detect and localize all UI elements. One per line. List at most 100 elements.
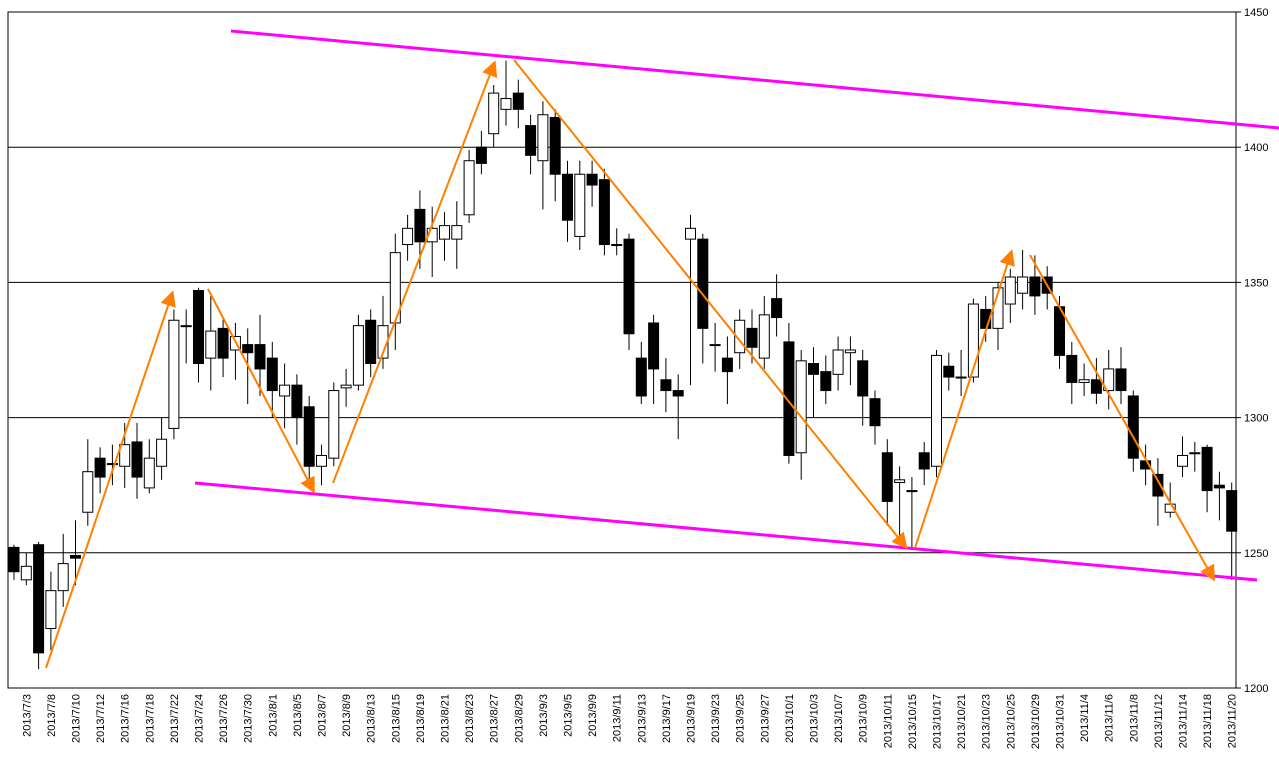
candle-body: [365, 319, 377, 365]
x-tick-label: 2013/11/20: [1227, 694, 1239, 748]
candle-body: [82, 471, 94, 513]
candle-body: [857, 360, 869, 397]
candle-body: [180, 325, 192, 328]
candle-body: [20, 565, 32, 581]
x-tick-label: 2013/8/7: [317, 694, 329, 737]
candle-body: [525, 125, 537, 156]
x-tick-label: 2013/9/3: [538, 694, 550, 737]
x-tick-label: 2013/9/11: [612, 694, 624, 742]
candle-body: [463, 160, 475, 216]
x-tick-label: 2013/11/4: [1079, 694, 1091, 742]
arrow: [1029, 254, 1215, 582]
x-tick-label: 2013/8/27: [489, 694, 501, 743]
x-tick-label: 2013/8/1: [267, 694, 279, 737]
candle-body: [562, 173, 573, 221]
x-tick-label: 2013/10/29: [1030, 694, 1042, 749]
candle-body: [316, 454, 327, 467]
candle-body: [1103, 368, 1115, 392]
candle-body: [1189, 452, 1201, 455]
candle-body: [217, 327, 229, 359]
candle-body: [303, 406, 315, 467]
x-tick-label: 2013/8/29: [513, 694, 525, 743]
y-tick-label: 1300: [1244, 413, 1268, 425]
x-tick-label: 2013/9/5: [563, 694, 575, 737]
x-tick-label: 2013/7/16: [120, 694, 132, 743]
x-tick-label: 2013/10/23: [981, 694, 993, 749]
arrow: [45, 290, 176, 669]
candle-body: [685, 227, 696, 240]
candle-body: [33, 544, 45, 654]
candle-body: [906, 490, 918, 493]
candle-body: [439, 225, 450, 240]
candle-body: [168, 319, 180, 429]
x-tick-label: 2013/11/18: [1202, 694, 1214, 748]
arrow: [332, 60, 498, 484]
candle-body: [1029, 276, 1041, 297]
trend-annotations: [194, 29, 1279, 582]
candle-body: [488, 92, 500, 135]
x-tick-label: 2013/7/10: [71, 694, 83, 743]
candle-body: [795, 360, 807, 454]
x-tick-label: 2013/8/13: [366, 694, 378, 743]
candle-body: [1066, 354, 1078, 383]
candle-body: [402, 227, 414, 246]
candle-body: [611, 244, 623, 247]
candle-body: [808, 363, 819, 375]
candle-body: [94, 457, 106, 478]
x-tick-label: 2013/8/23: [464, 694, 476, 743]
candle-body: [1201, 446, 1213, 492]
y-tick-label: 1350: [1244, 277, 1268, 289]
x-tick-label: 2013/10/3: [809, 694, 821, 743]
x-tick-label: 2013/10/15: [907, 694, 919, 749]
candle-body: [918, 452, 930, 470]
x-tick-label: 2013/7/12: [95, 694, 107, 743]
candles: [8, 11, 1238, 689]
x-tick-label: 2013/11/6: [1104, 694, 1116, 742]
candle-body: [783, 341, 795, 456]
candle-body: [1115, 368, 1127, 392]
candle-body: [635, 357, 647, 397]
x-tick-label: 2013/10/17: [932, 694, 944, 749]
x-tick-label: 2013/8/9: [341, 694, 353, 737]
y-tick-label: 1400: [1244, 142, 1268, 154]
candle-body: [193, 290, 204, 365]
x-tick-label: 2013/8/21: [440, 694, 452, 743]
x-tick-label: 2013/9/19: [686, 694, 698, 743]
candle-body: [758, 314, 770, 359]
candle-body: [586, 173, 598, 186]
candle-body: [340, 384, 352, 389]
x-tick-label: 2013/8/19: [415, 694, 427, 743]
y-tick-label: 1450: [1244, 7, 1268, 19]
candle-body: [475, 146, 487, 164]
x-tick-label: 2013/9/27: [759, 694, 771, 743]
x-tick-label: 2013/7/3: [21, 694, 33, 737]
support-line: [194, 481, 1258, 582]
candle-body: [537, 114, 549, 162]
candle-body: [254, 344, 266, 370]
candle-body: [881, 452, 893, 502]
candle-body: [70, 555, 81, 559]
x-tick-label: 2013/11/14: [1178, 694, 1190, 748]
x-tick-label: 2013/7/18: [144, 694, 156, 743]
x-tick-label: 2013/11/8: [1128, 694, 1140, 742]
candle-body: [549, 116, 561, 175]
plot-frame: [7, 11, 1237, 689]
candle-body: [1213, 484, 1225, 489]
x-tick-label: 2013/11/12: [1153, 694, 1165, 748]
candle-body: [1078, 379, 1090, 383]
candle-body: [205, 330, 217, 359]
arrow: [513, 59, 908, 550]
x-tick-label: 2013/7/24: [194, 694, 206, 743]
candle-body: [328, 390, 340, 459]
candle-body: [1017, 276, 1029, 294]
resistance-line: [230, 29, 1279, 130]
candle-body: [931, 354, 942, 467]
candle-body: [156, 438, 168, 467]
candle-body: [451, 225, 463, 240]
candle-body: [697, 238, 709, 329]
x-tick-label: 2013/10/1: [784, 694, 796, 743]
candle-body: [512, 92, 524, 110]
candle-body: [291, 384, 303, 419]
candle-body: [623, 238, 635, 335]
candle-body: [771, 298, 783, 319]
